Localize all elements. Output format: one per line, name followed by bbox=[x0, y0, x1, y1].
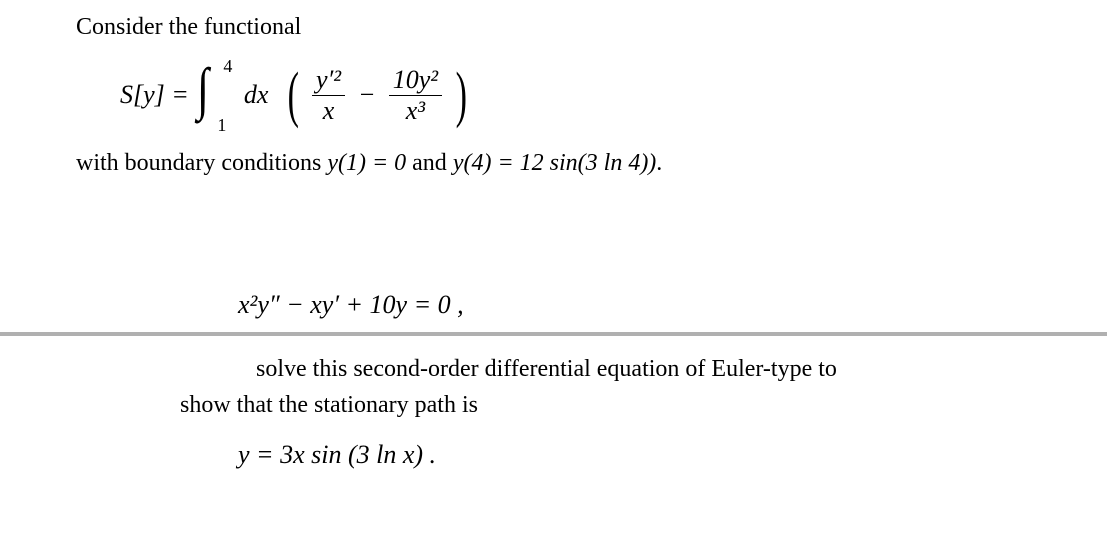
horizontal-rule bbox=[0, 332, 1107, 336]
page-root: Consider the functional S[y] = ∫ 4 1 dx … bbox=[0, 0, 1107, 557]
integrand-dx: dx bbox=[244, 80, 269, 109]
equation-ode: x²y″ − xy′ + 10y = 0 , bbox=[238, 290, 464, 320]
bc-period: . bbox=[656, 150, 662, 176]
bc-and: and bbox=[406, 150, 453, 176]
text-boundary-conditions: with boundary conditions y(1) = 0 and y(… bbox=[76, 150, 662, 177]
fraction2-den: x³ bbox=[389, 95, 442, 126]
integral-sign: ∫ 4 1 bbox=[195, 60, 233, 130]
text-solve-line2: show that the stationary path is bbox=[180, 392, 478, 419]
bc-prefix: with boundary conditions bbox=[76, 150, 327, 176]
minus-sign: − bbox=[360, 80, 375, 109]
equation-functional: S[y] = ∫ 4 1 dx ( y′² x − 10y² x³ ) bbox=[120, 60, 471, 130]
fraction2-num: 10y² bbox=[389, 65, 442, 95]
fraction1-num: y′² bbox=[312, 65, 345, 95]
fraction-yprime2-over-x: y′² x bbox=[312, 65, 345, 126]
fraction-10y2-over-x3: 10y² x³ bbox=[389, 65, 442, 126]
bc-y1: y(1) = 0 bbox=[327, 150, 406, 176]
functional-lhs: S[y] = bbox=[120, 80, 189, 109]
text-intro: Consider the functional bbox=[76, 14, 301, 41]
text-solve-line1: solve this second-order differential equ… bbox=[256, 356, 837, 383]
left-paren: ( bbox=[288, 64, 299, 126]
integral-upper-limit: 4 bbox=[223, 56, 232, 77]
integral-lower-limit: 1 bbox=[217, 115, 226, 136]
right-paren: ) bbox=[455, 64, 466, 126]
fraction1-den: x bbox=[312, 95, 345, 126]
equation-stationary-path: y = 3x sin (3 ln x) . bbox=[238, 440, 436, 470]
bc-y4: y(4) = 12 sin(3 ln 4)) bbox=[453, 150, 656, 176]
